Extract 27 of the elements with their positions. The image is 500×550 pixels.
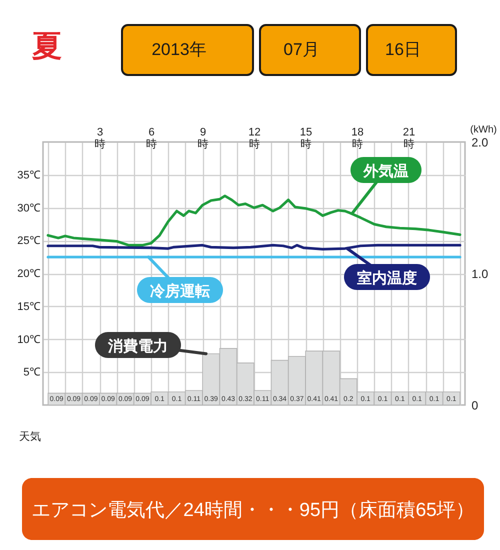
x-tick-label: 3時 (94, 126, 106, 150)
text: 夏 (31, 30, 62, 63)
text: 07月 (284, 40, 320, 59)
text: 天気 (19, 431, 41, 443)
x-tick-label: 15時 (300, 126, 312, 150)
x-tick-label: 21時 (402, 126, 416, 150)
series-label: 室内温度 (357, 269, 417, 287)
y-tick-label: 25℃ (17, 235, 40, 248)
y-tick-label: 5℃ (23, 366, 40, 379)
series-label: 冷房運転 (150, 282, 210, 300)
y2-tick-label: 1.0 (472, 267, 489, 281)
y2-axis-title: (kWh) (470, 124, 497, 136)
y-tick-label: 35℃ (17, 169, 40, 182)
text: 16日 (385, 40, 421, 59)
x-tick-label: 9時 (198, 126, 208, 150)
x-tick-label: 12時 (248, 126, 261, 150)
y2-tick-label: 0 (472, 398, 478, 412)
text: エアコン電気代／24時間・・・95円（床面積65坪） (31, 499, 475, 521)
y-tick-label: 10℃ (17, 334, 40, 346)
y-tick-label: 15℃ (17, 300, 40, 313)
y-tick-label: 20℃ (17, 268, 40, 280)
y-tick-label: 30℃ (17, 202, 40, 214)
y2-tick-label: 2.0 (472, 136, 489, 150)
text: 2013年 (152, 40, 206, 59)
x-tick-label: 18時 (351, 126, 364, 150)
x-tick-label: 6時 (146, 126, 157, 150)
text: 外気温 (362, 163, 408, 180)
